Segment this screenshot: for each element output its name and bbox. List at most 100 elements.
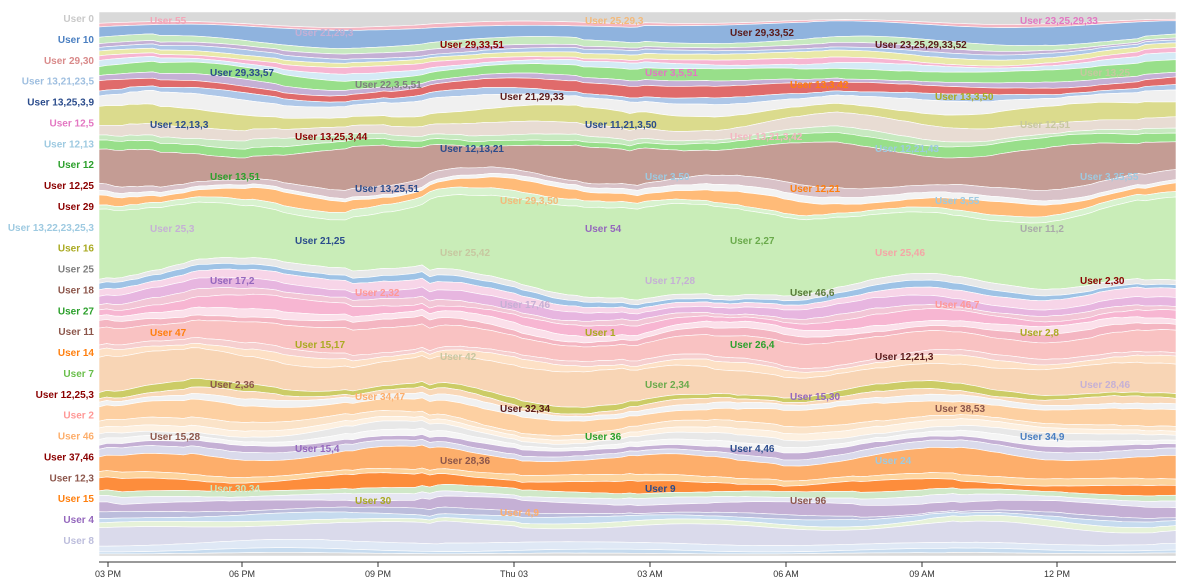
series-label-inline: User 47 — [150, 328, 187, 339]
series-label-left: User 12,25,3 — [36, 390, 95, 401]
series-label-left: User 29,30 — [44, 56, 94, 67]
series-label-inline: User 2,27 — [730, 236, 775, 247]
series-label-inline: User 3,50 — [645, 172, 690, 183]
series-label-inline: User 29,33,52 — [730, 28, 794, 39]
series-label-inline: User 15,28 — [150, 432, 200, 443]
series-label-inline: User 12,21,3 — [875, 352, 934, 363]
series-label-left: User 13,22,23,25,3 — [8, 223, 95, 234]
series-label-inline: User 42 — [440, 352, 477, 363]
x-tick-label: Thu 03 — [500, 569, 528, 579]
x-tick-label: 09 PM — [365, 569, 391, 579]
series-label-left: User 11 — [58, 327, 94, 338]
series-label-inline: User 13,25 — [1080, 68, 1130, 79]
series-label-inline: User 13,21,3,42 — [730, 132, 803, 143]
series-label-inline: User 21,25 — [295, 236, 345, 247]
series-label-inline: User 15,17 — [295, 340, 345, 351]
x-tick-label: 03 AM — [637, 569, 663, 579]
series-label-left: User 4 — [63, 515, 94, 526]
series-label-left: User 46 — [58, 432, 95, 443]
series-label-inline: User 11,21,3,50 — [585, 120, 657, 131]
series-label-inline: User 96 — [790, 496, 827, 507]
series-label-inline: User 29,33,57 — [210, 68, 274, 79]
series-label-inline: User 2,36 — [210, 380, 255, 391]
series-label-inline: User 23,25,29,33,52 — [875, 40, 967, 51]
series-label-inline: User 2,34 — [645, 380, 690, 391]
series-label-inline: User 17,46 — [500, 300, 550, 311]
series-label-left: User 7 — [63, 369, 94, 380]
series-label-left: User 12,13 — [44, 139, 94, 150]
series-label-left: User 16 — [58, 244, 95, 255]
series-label-inline: User 2,32 — [355, 288, 400, 299]
series-label-inline: User 25,42 — [440, 248, 490, 259]
series-label-inline: User 13,25,51 — [355, 184, 419, 195]
series-label-left: User 10 — [58, 35, 95, 46]
series-label-inline: User 22,3,5,51 — [355, 80, 422, 91]
series-label-inline: User 9 — [645, 484, 676, 495]
series-label-inline: User 15,4 — [295, 444, 340, 455]
series-label-left: User 12 — [58, 160, 95, 171]
series-label-left: User 27 — [58, 306, 95, 317]
series-label-inline: User 30,34 — [210, 484, 260, 495]
stream-labels: User 0 User 10 User 29,30 User 13,21,23,5 Us… — [8, 14, 1139, 547]
series-label-inline: User 13,51 — [210, 172, 260, 183]
series-label-inline: User 21,29,3 — [295, 28, 354, 39]
series-label-inline: User 25,3 — [150, 224, 195, 235]
x-tick-label: 03 PM — [95, 569, 121, 579]
series-label-inline: User 3,5,51 — [645, 68, 698, 79]
series-label-inline: User 46,7 — [935, 300, 980, 311]
series-label-inline: User 25,29,3 — [585, 16, 644, 27]
series-label-inline: User 17,28 — [645, 276, 695, 287]
series-label-inline: User 12,13,21 — [440, 144, 504, 155]
series-label-inline: User 3,35,55 — [1080, 172, 1139, 183]
series-label-inline: User 11,2 — [1020, 224, 1064, 235]
series-label-inline: User 1 — [585, 328, 616, 339]
series-label-inline: User 12,21 — [790, 184, 840, 195]
x-tick-label: 12 PM — [1044, 569, 1070, 579]
series-label-inline: User 26,4 — [730, 340, 775, 351]
series-label-inline: User 13,3,42 — [790, 80, 849, 91]
series-label-inline: User 4,9 — [500, 508, 539, 519]
series-label-inline: User 12,13,3 — [150, 120, 209, 131]
series-label-inline: User 55 — [150, 16, 187, 27]
series-label-left: User 12,3 — [50, 473, 95, 484]
series-label-inline: User 28,46 — [1080, 380, 1130, 391]
series-label-inline: User 24 — [875, 456, 912, 467]
series-label-left: User 18 — [58, 285, 95, 296]
series-label-left: User 12,5 — [50, 118, 95, 129]
series-label-left: User 8 — [63, 536, 94, 547]
x-tick-label: 09 AM — [909, 569, 935, 579]
series-label-left: User 15 — [58, 494, 95, 505]
x-axis: 03 PM 06 PM 09 PM Thu 03 03 AM 06 AM 09 AM 12 P… — [95, 561, 1176, 579]
series-label-inline: User 29,3,50 — [500, 196, 559, 207]
series-label-left: User 13,25,3,9 — [27, 98, 94, 109]
series-label-inline: User 2,30 — [1080, 276, 1125, 287]
series-label-inline: User 28,36 — [440, 456, 490, 467]
series-label-inline: User 12,51 — [1020, 120, 1070, 131]
series-label-inline: User 25,46 — [875, 248, 925, 259]
series-label-inline: User 46,6 — [790, 288, 835, 299]
series-label-inline: User 34,9 — [1020, 432, 1065, 443]
x-tick-label: 06 AM — [773, 569, 799, 579]
series-label-left: User 2 — [63, 411, 94, 422]
series-label-inline: User 38,53 — [935, 404, 985, 415]
series-label-left: User 29 — [58, 202, 95, 213]
series-label-inline: User 32,34 — [500, 404, 550, 415]
series-label-left: User 14 — [58, 348, 95, 359]
series-label-inline: User 3,55 — [935, 196, 980, 207]
series-label-inline: User 54 — [585, 224, 622, 235]
series-label-inline: User 17,2 — [210, 276, 255, 287]
series-label-inline: User 30 — [355, 496, 392, 507]
series-label-left: User 13,21,23,5 — [22, 77, 95, 88]
series-label-inline: User 12,21,43 — [875, 144, 939, 155]
series-label-inline: User 29,33,51 — [440, 40, 504, 51]
stream-layer — [98, 551, 1177, 557]
series-label-inline: User 4,46 — [730, 444, 775, 455]
series-label-inline: User 13,25,3,44 — [295, 132, 368, 143]
series-label-inline: User 13,3,50 — [935, 92, 994, 103]
series-label-left: User 25 — [58, 265, 95, 276]
series-label-inline: User 34,47 — [355, 392, 405, 403]
series-label-inline: User 23,25,29,33 — [1020, 16, 1098, 27]
series-label-inline: User 36 — [585, 432, 622, 443]
series-label-left: User 12,25 — [44, 181, 94, 192]
